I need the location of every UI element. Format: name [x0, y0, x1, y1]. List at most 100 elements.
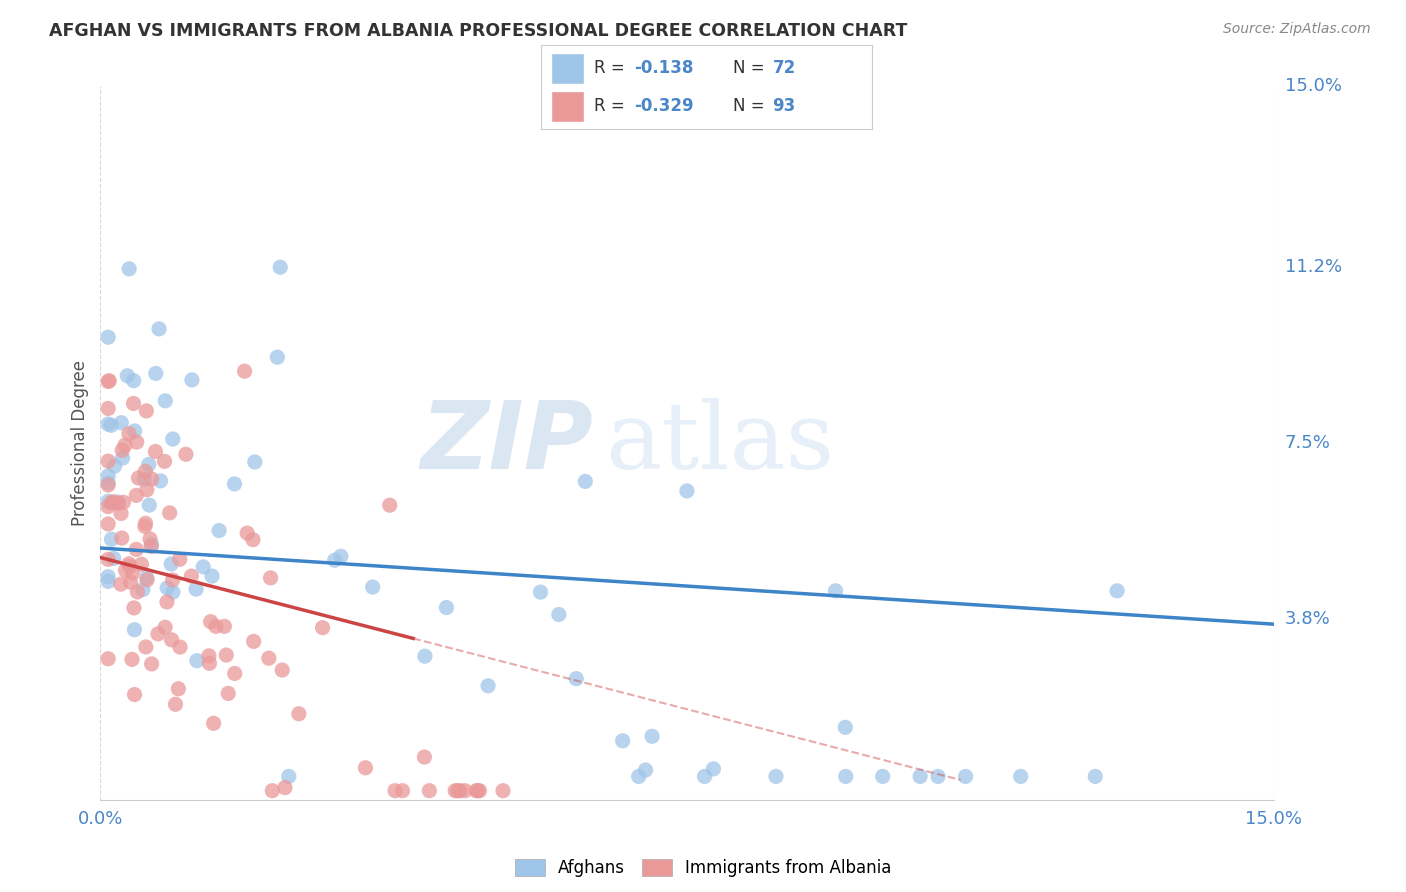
Point: [97, 516, 120, 531]
Point: [242, 634, 264, 648]
Point: [180, 373, 202, 387]
Point: [193, 560, 215, 574]
Point: [224, 666, 246, 681]
Point: [202, 716, 225, 731]
Point: [97, 475, 120, 490]
Point: [97, 569, 120, 583]
Point: [908, 769, 931, 783]
FancyBboxPatch shape: [551, 54, 585, 84]
Point: [224, 476, 246, 491]
Point: [114, 563, 136, 577]
Point: [311, 621, 333, 635]
Text: R =: R =: [595, 60, 630, 78]
Point: [262, 783, 284, 797]
Point: [413, 750, 436, 764]
Point: [100, 496, 122, 510]
Point: [834, 720, 856, 734]
Point: [155, 393, 177, 408]
Point: [122, 601, 145, 615]
Point: [824, 583, 846, 598]
Point: [127, 471, 149, 485]
Point: [125, 488, 148, 502]
Point: [765, 769, 787, 783]
Point: [271, 663, 294, 677]
Point: [97, 494, 120, 508]
Point: [141, 657, 163, 671]
Point: [574, 475, 596, 489]
Point: [104, 458, 127, 473]
Point: [159, 506, 181, 520]
Point: [200, 615, 222, 629]
Text: 15.0%: 15.0%: [1285, 78, 1341, 95]
Point: [97, 330, 120, 344]
Point: [145, 367, 167, 381]
Point: [162, 573, 184, 587]
Point: [110, 577, 132, 591]
Point: [927, 769, 949, 783]
Point: [139, 532, 162, 546]
Point: [110, 507, 132, 521]
Point: [124, 623, 146, 637]
Point: [125, 435, 148, 450]
Point: [434, 600, 457, 615]
Point: [134, 472, 156, 486]
Point: [97, 417, 120, 431]
Point: [702, 762, 724, 776]
Point: [180, 569, 202, 583]
Point: [465, 783, 488, 797]
Point: [547, 607, 569, 622]
Point: [97, 454, 120, 468]
Point: [107, 495, 129, 509]
Point: [97, 469, 120, 483]
Point: [160, 557, 183, 571]
Point: [121, 566, 143, 580]
Point: [118, 261, 141, 276]
Point: [174, 447, 197, 461]
Point: [1084, 769, 1107, 783]
Point: [110, 416, 132, 430]
Text: R =: R =: [595, 97, 630, 115]
Point: [446, 783, 468, 797]
Point: [217, 686, 239, 700]
Point: [146, 627, 169, 641]
Point: [121, 652, 143, 666]
Point: [145, 444, 167, 458]
Text: Source: ZipAtlas.com: Source: ZipAtlas.com: [1223, 22, 1371, 37]
Point: [492, 783, 515, 797]
Point: [100, 418, 122, 433]
Point: [141, 540, 163, 554]
Point: [418, 783, 440, 797]
Point: [127, 585, 149, 599]
Text: AFGHAN VS IMMIGRANTS FROM ALBANIA PROFESSIONAL DEGREE CORRELATION CHART: AFGHAN VS IMMIGRANTS FROM ALBANIA PROFES…: [49, 22, 908, 40]
Point: [122, 396, 145, 410]
Point: [118, 557, 141, 571]
Point: [97, 478, 120, 492]
Text: N =: N =: [733, 60, 770, 78]
Point: [165, 698, 187, 712]
Point: [323, 553, 346, 567]
Point: [153, 454, 176, 468]
Point: [111, 531, 134, 545]
Point: [135, 516, 157, 531]
Point: [111, 451, 134, 466]
Point: [111, 443, 134, 458]
Point: [141, 472, 163, 486]
Point: [269, 260, 291, 275]
Point: [100, 533, 122, 547]
Legend: Afghans, Immigrants from Albania: Afghans, Immigrants from Albania: [508, 852, 898, 884]
Point: [243, 455, 266, 469]
Point: [135, 483, 157, 497]
Point: [259, 571, 281, 585]
Point: [955, 769, 977, 783]
Point: [215, 648, 238, 662]
Point: [169, 640, 191, 654]
Point: [149, 474, 172, 488]
Point: [242, 533, 264, 547]
Text: -0.329: -0.329: [634, 97, 693, 115]
Point: [205, 619, 228, 633]
Point: [135, 570, 157, 584]
Point: [134, 519, 156, 533]
Point: [413, 649, 436, 664]
Point: [97, 574, 120, 589]
Point: [208, 524, 231, 538]
